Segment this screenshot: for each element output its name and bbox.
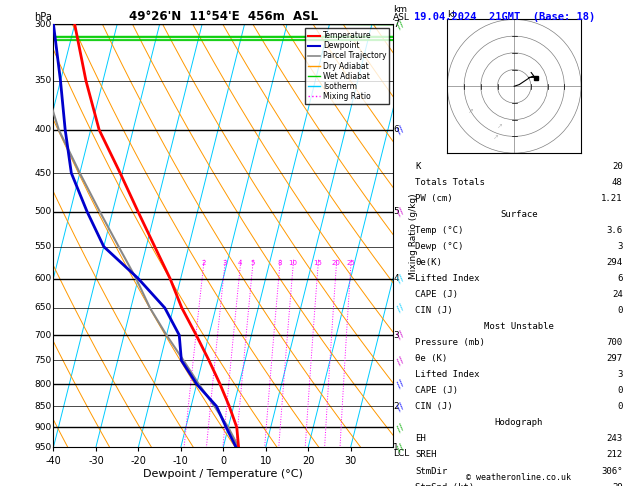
Text: 450: 450 <box>35 169 52 177</box>
Text: 20: 20 <box>612 162 623 171</box>
Text: 3: 3 <box>223 260 227 266</box>
Text: 0: 0 <box>617 402 623 411</box>
Text: 5: 5 <box>250 260 255 266</box>
Text: 700: 700 <box>606 338 623 347</box>
Text: Pressure (mb): Pressure (mb) <box>415 338 485 347</box>
Text: CIN (J): CIN (J) <box>415 306 453 315</box>
Text: //: // <box>394 441 408 453</box>
Text: Temp (°C): Temp (°C) <box>415 226 464 235</box>
Text: 5: 5 <box>393 207 399 216</box>
Text: PW (cm): PW (cm) <box>415 194 453 203</box>
Text: 7: 7 <box>393 20 399 29</box>
Text: 2: 2 <box>393 402 399 411</box>
Text: 3: 3 <box>617 242 623 251</box>
Text: Lifted Index: Lifted Index <box>415 370 480 379</box>
Text: © weatheronline.co.uk: © weatheronline.co.uk <box>467 473 571 482</box>
Text: ↗: ↗ <box>493 134 499 139</box>
Text: Surface: Surface <box>500 210 538 219</box>
Text: Totals Totals: Totals Totals <box>415 178 485 187</box>
Text: 3: 3 <box>393 330 399 340</box>
Text: //: // <box>394 329 408 342</box>
Text: 25: 25 <box>347 260 355 266</box>
Text: 20: 20 <box>332 260 341 266</box>
Text: 297: 297 <box>606 354 623 363</box>
Text: K: K <box>415 162 421 171</box>
Text: 300: 300 <box>35 20 52 29</box>
Text: 850: 850 <box>35 402 52 411</box>
Text: 800: 800 <box>35 380 52 389</box>
Text: Dewp (°C): Dewp (°C) <box>415 242 464 251</box>
Text: 500: 500 <box>35 207 52 216</box>
Text: Mixing Ratio (g/kg): Mixing Ratio (g/kg) <box>409 193 418 278</box>
Text: 212: 212 <box>606 451 623 459</box>
Text: 2: 2 <box>201 260 206 266</box>
Text: ↗: ↗ <box>497 122 503 128</box>
Text: Hodograph: Hodograph <box>495 418 543 427</box>
Text: 4: 4 <box>393 274 399 283</box>
Text: 29: 29 <box>612 483 623 486</box>
Text: EH: EH <box>415 434 426 443</box>
Text: 600: 600 <box>35 274 52 283</box>
Text: 3.6: 3.6 <box>606 226 623 235</box>
Text: StmDir: StmDir <box>415 467 447 475</box>
Text: 10: 10 <box>289 260 298 266</box>
Text: kt: kt <box>447 10 456 19</box>
Text: //: // <box>394 205 408 218</box>
Text: 243: 243 <box>606 434 623 443</box>
Text: θe (K): θe (K) <box>415 354 447 363</box>
Text: //: // <box>394 354 408 367</box>
Text: SREH: SREH <box>415 451 437 459</box>
Text: //: // <box>394 272 408 285</box>
Text: Lifted Index: Lifted Index <box>415 274 480 283</box>
Text: 8: 8 <box>277 260 282 266</box>
Text: km
ASL: km ASL <box>393 5 410 22</box>
Text: 950: 950 <box>35 443 52 451</box>
Text: CAPE (J): CAPE (J) <box>415 386 458 395</box>
Text: θe(K): θe(K) <box>415 258 442 267</box>
Text: 400: 400 <box>35 125 52 134</box>
Text: //: // <box>394 421 408 434</box>
Text: 1: 1 <box>393 443 399 451</box>
Text: //: // <box>394 123 408 136</box>
Text: 6: 6 <box>617 274 623 283</box>
Text: ↗: ↗ <box>468 108 474 114</box>
Text: //: // <box>394 378 408 391</box>
Text: 0: 0 <box>617 306 623 315</box>
Text: LCL: LCL <box>393 449 409 458</box>
Text: 6: 6 <box>393 125 399 134</box>
Text: 700: 700 <box>35 330 52 340</box>
Text: 48: 48 <box>612 178 623 187</box>
Text: 550: 550 <box>35 242 52 251</box>
Text: 24: 24 <box>612 290 623 299</box>
Text: CAPE (J): CAPE (J) <box>415 290 458 299</box>
Text: 15: 15 <box>314 260 323 266</box>
Text: 294: 294 <box>606 258 623 267</box>
Text: 3: 3 <box>617 370 623 379</box>
Text: 1.21: 1.21 <box>601 194 623 203</box>
Text: 750: 750 <box>35 356 52 365</box>
Text: StmSpd (kt): StmSpd (kt) <box>415 483 474 486</box>
Text: //: // <box>394 301 408 314</box>
Text: 19.04.2024  21GMT  (Base: 18): 19.04.2024 21GMT (Base: 18) <box>414 12 595 22</box>
X-axis label: Dewpoint / Temperature (°C): Dewpoint / Temperature (°C) <box>143 469 303 479</box>
Text: Most Unstable: Most Unstable <box>484 322 554 331</box>
Legend: Temperature, Dewpoint, Parcel Trajectory, Dry Adiabat, Wet Adiabat, Isotherm, Mi: Temperature, Dewpoint, Parcel Trajectory… <box>305 28 389 104</box>
Text: //: // <box>394 400 408 413</box>
Text: //: // <box>394 18 408 31</box>
Text: CIN (J): CIN (J) <box>415 402 453 411</box>
Text: 4: 4 <box>238 260 242 266</box>
Text: 350: 350 <box>35 76 52 86</box>
Text: 650: 650 <box>35 303 52 312</box>
Text: 306°: 306° <box>601 467 623 475</box>
Text: hPa: hPa <box>34 12 52 22</box>
Text: 900: 900 <box>35 423 52 432</box>
Text: 0: 0 <box>617 386 623 395</box>
Title: 49°26'N  11°54'E  456m  ASL: 49°26'N 11°54'E 456m ASL <box>129 10 318 23</box>
